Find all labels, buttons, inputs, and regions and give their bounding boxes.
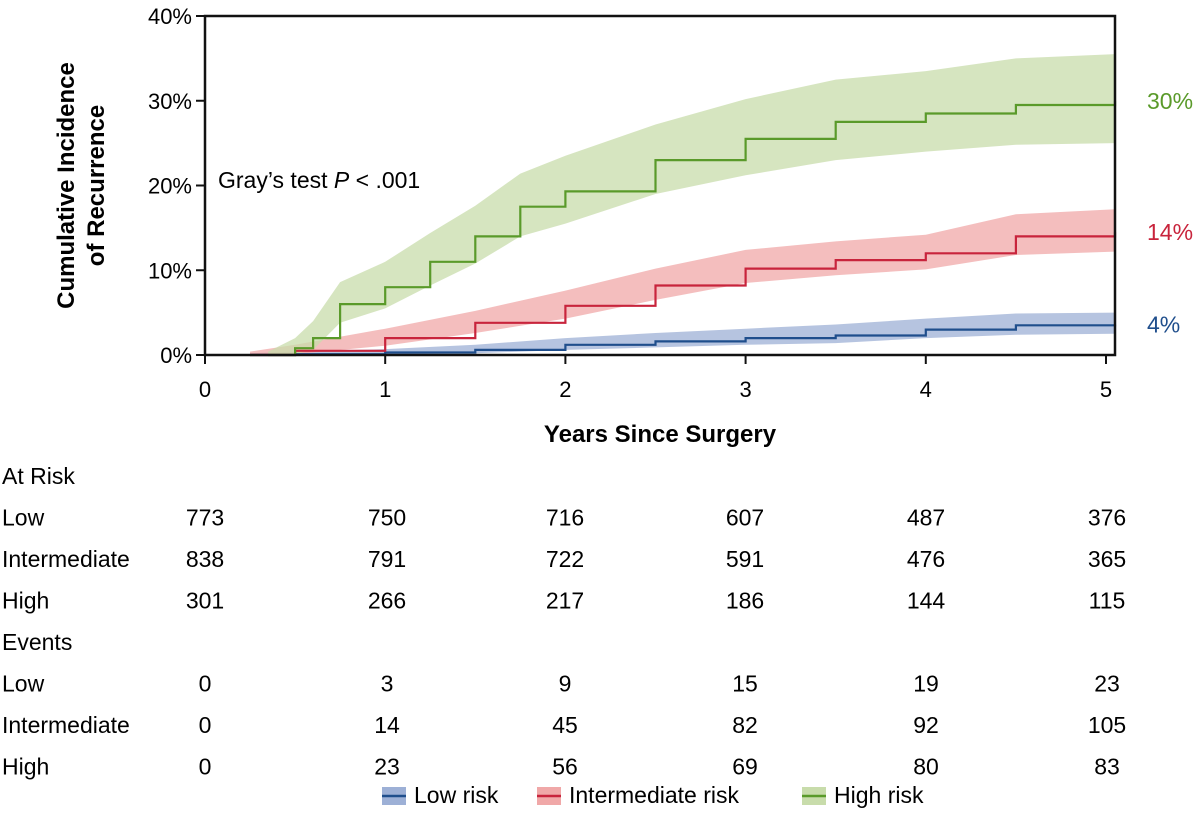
events-value: 0 xyxy=(199,754,212,780)
legend-item-intermediate-risk: Intermediate risk xyxy=(537,782,740,808)
confidence-bands xyxy=(250,54,1116,355)
events-value: 92 xyxy=(913,712,939,738)
x-tick-label: 5 xyxy=(1100,377,1112,402)
x-tick-label: 2 xyxy=(559,377,571,402)
at-risk-value: 217 xyxy=(546,588,584,614)
y-axis: 0% 10% 20% 30% 40% xyxy=(148,4,205,368)
y-axis-title-line: Cumulative Incidence xyxy=(53,62,80,309)
at-risk-row-label: Intermediate xyxy=(2,546,130,572)
x-axis: 0 1 2 3 4 5 xyxy=(199,355,1112,402)
legend-item-high-risk: High risk xyxy=(802,782,924,808)
grays-test-annotation: Gray’s test P < .001 xyxy=(218,167,420,193)
at-risk-row-label: High xyxy=(2,588,49,614)
intermediate-risk-confidence-band xyxy=(250,209,1115,355)
y-tick-label: 10% xyxy=(148,258,192,283)
at-risk-value: 301 xyxy=(186,588,224,614)
y-tick-label: 40% xyxy=(148,4,192,29)
risk-table: At Risk Low 773 750 716 607 487 376 Intermediate… xyxy=(2,463,1126,780)
at-risk-header: At Risk xyxy=(2,463,75,489)
legend-label: Intermediate risk xyxy=(569,782,740,808)
events-value: 9 xyxy=(559,671,572,697)
at-risk-value: 716 xyxy=(546,505,584,531)
events-value: 56 xyxy=(552,754,578,780)
events-value: 105 xyxy=(1088,712,1126,738)
legend: Low risk Intermediate risk High risk xyxy=(382,782,924,808)
annotation-suffix: < .001 xyxy=(349,167,420,193)
events-value: 83 xyxy=(1094,754,1120,780)
at-risk-value: 487 xyxy=(907,505,945,531)
high-risk-line xyxy=(268,100,1117,357)
intermediate-risk-line xyxy=(250,232,1117,357)
at-risk-value: 773 xyxy=(186,505,224,531)
y-tick-label: 30% xyxy=(148,89,192,114)
events-value: 45 xyxy=(552,712,578,738)
at-risk-value: 115 xyxy=(1089,588,1126,614)
events-header: Events xyxy=(2,629,72,655)
at-risk-value: 791 xyxy=(368,546,406,572)
events-value: 3 xyxy=(381,671,394,697)
low-risk-confidence-band xyxy=(250,312,1115,355)
at-risk-value: 186 xyxy=(726,588,764,614)
at-risk-row-label: Low xyxy=(2,505,45,531)
y-tick-label: 20% xyxy=(148,174,192,199)
events-value: 69 xyxy=(732,754,758,780)
end-labels: 4% 14% 30% xyxy=(1147,88,1193,338)
x-tick-label: 0 xyxy=(199,377,211,402)
legend-label: Low risk xyxy=(414,782,499,808)
at-risk-value: 376 xyxy=(1088,505,1126,531)
events-value: 82 xyxy=(732,712,758,738)
events-value: 0 xyxy=(199,712,212,738)
events-value: 14 xyxy=(374,712,400,738)
events-value: 19 xyxy=(913,671,939,697)
events-value: 23 xyxy=(374,754,400,780)
at-risk-value: 722 xyxy=(546,546,584,572)
annotation-p: P xyxy=(334,167,350,193)
annotation-prefix: Gray’s test xyxy=(218,167,334,193)
x-axis-title: Years Since Surgery xyxy=(544,421,777,448)
low-risk-end-label: 4% xyxy=(1147,311,1180,337)
low-risk-line xyxy=(250,324,1117,357)
events-row-label: High xyxy=(2,754,49,780)
series-lines xyxy=(250,100,1117,357)
high-risk-confidence-band xyxy=(268,54,1116,355)
y-tick-label: 0% xyxy=(160,343,192,368)
high-risk-end-label: 30% xyxy=(1147,88,1193,114)
x-tick-label: 4 xyxy=(920,377,932,402)
at-risk-value: 838 xyxy=(186,546,224,572)
legend-item-low-risk: Low risk xyxy=(382,782,499,808)
at-risk-value: 476 xyxy=(907,546,945,572)
at-risk-value: 591 xyxy=(726,546,764,572)
y-axis-title-text: Cumulative Incidence of Recurrence xyxy=(53,62,110,309)
events-row-label: Intermediate xyxy=(2,712,130,738)
events-row-label: Low xyxy=(2,671,45,697)
x-tick-label: 3 xyxy=(739,377,751,402)
events-value: 80 xyxy=(913,754,939,780)
at-risk-value: 750 xyxy=(368,505,406,531)
at-risk-value: 266 xyxy=(368,588,406,614)
intermediate-risk-end-label: 14% xyxy=(1147,219,1193,245)
legend-label: High risk xyxy=(834,782,924,808)
events-value: 15 xyxy=(732,671,758,697)
x-tick-label: 1 xyxy=(379,377,391,402)
events-value: 0 xyxy=(199,671,212,697)
at-risk-value: 365 xyxy=(1088,546,1126,572)
at-risk-value: 607 xyxy=(726,505,764,531)
y-axis-title-line: of Recurrence xyxy=(83,105,110,266)
events-value: 23 xyxy=(1094,671,1120,697)
at-risk-value: 144 xyxy=(907,588,946,614)
y-axis-title: Cumulative Incidence of Recurrence xyxy=(53,62,110,309)
